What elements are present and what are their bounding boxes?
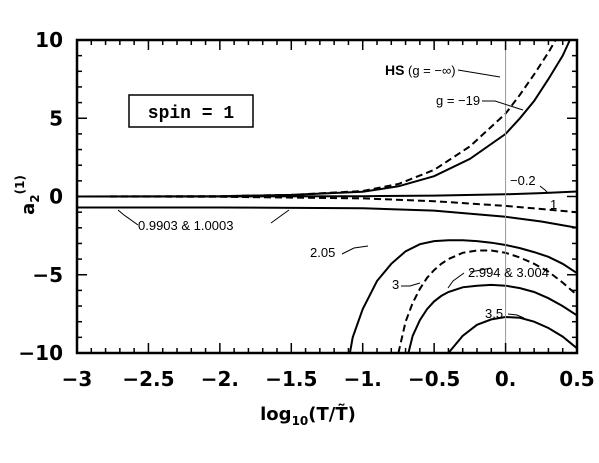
series-3: [397, 249, 577, 353]
series-1: [77, 195, 577, 214]
x-tick-label: −2.5: [122, 367, 174, 391]
x-tick-label: −3: [62, 367, 93, 391]
annotation-leader: [447, 272, 465, 289]
x-tick-label: −1.5: [265, 367, 317, 391]
series-g-19: [77, 40, 571, 198]
annotation-leader: [482, 100, 524, 111]
x-tick-label: −0.5: [408, 367, 460, 391]
x-tick-label: 0.: [495, 367, 517, 391]
spin-box-label: spin = 1: [148, 104, 235, 124]
series-2-05: [348, 239, 577, 353]
x-axis-label: log10(T/T̃): [260, 404, 356, 428]
annotation-0-2: −0.2: [510, 173, 536, 188]
annotation-3: 3: [392, 277, 399, 292]
y-axis-label: a2(1): [13, 175, 42, 215]
annotation-leader: [341, 245, 369, 255]
annotation-0-9903-1-0003: 0.9903 & 1.0003: [138, 218, 233, 233]
y-tick-label: −5: [32, 263, 63, 287]
y-tick-label: −10: [18, 341, 63, 365]
annotation-g-19: g = −19: [436, 93, 480, 108]
annotation-hs: HS: [385, 62, 404, 78]
annotation-leader: [507, 313, 525, 319]
annotation-2-994-3-004: 2.994 & 3.004: [468, 265, 549, 280]
annotation-3-5: 3.5: [485, 306, 503, 321]
svg-text:log10(T/T̃): log10(T/T̃): [260, 404, 356, 428]
tick-labels: −3 −2.5 −2. −1.5 −1. −0.5 0. 0.5 −10 −5 0 5 10: [18, 28, 594, 391]
annotation-g: (g = −∞): [408, 63, 456, 78]
x-tick-label: −2.: [201, 367, 239, 391]
x-tick-label: 0.5: [559, 367, 594, 391]
spin-box: spin = 1: [128, 94, 254, 128]
annotation-leader: [457, 69, 501, 78]
series-0-2: [77, 190, 577, 198]
series-0-9903-1-0003: [77, 206, 577, 229]
axis-ticks: [76, 39, 578, 354]
svg-text:a2(1): a2(1): [13, 175, 42, 215]
y-tick-label: 5: [49, 106, 63, 130]
annotations: HS (g = −∞) g = −19 −0.2 1 0.9903 & 1.0003 2.0…: [117, 62, 557, 321]
annotation-leader: [469, 267, 492, 273]
annotation-leader: [117, 209, 139, 226]
y-tick-label: 0: [49, 185, 63, 209]
x-tick-label: −1.: [344, 367, 382, 391]
plot-lines: [77, 40, 577, 353]
series-2-994-3-004: [407, 283, 577, 353]
annotation-leader: [270, 209, 290, 224]
annotation-leader: [401, 282, 421, 287]
y-tick-label: 10: [35, 28, 63, 52]
annotation-leader: [539, 185, 549, 194]
annotation-2-05: 2.05: [310, 245, 335, 260]
series-3-5: [447, 315, 577, 353]
annotation-1: 1: [550, 197, 557, 212]
